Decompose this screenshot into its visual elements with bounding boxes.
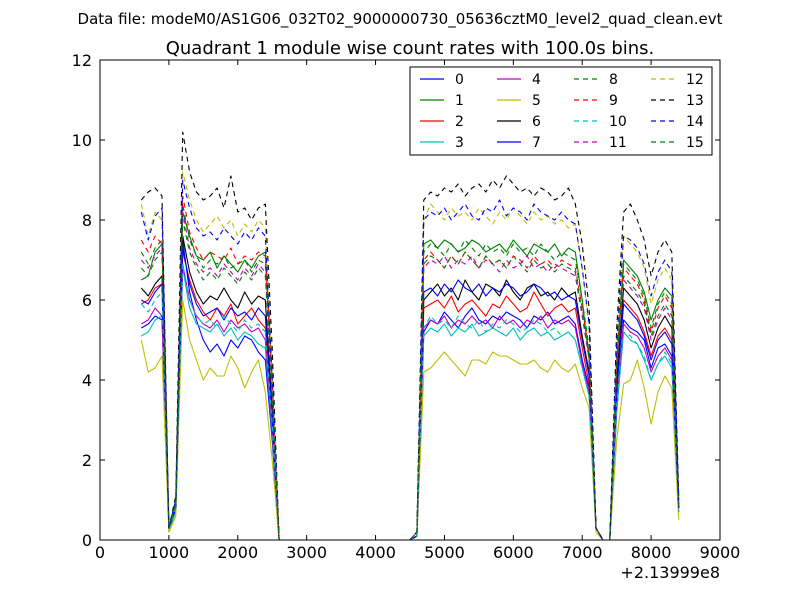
- y-tick-label: 0: [82, 531, 92, 550]
- legend-label-6: 6: [532, 114, 541, 130]
- legend-label-10: 10: [609, 114, 627, 130]
- x-tick-label: 3000: [286, 543, 327, 562]
- x-tick-label: 0: [95, 543, 105, 562]
- legend-label-4: 4: [532, 72, 541, 88]
- y-tick-label: 2: [82, 451, 92, 470]
- legend-label-5: 5: [532, 93, 541, 109]
- legend-label-9: 9: [609, 93, 618, 109]
- legend-label-2: 2: [455, 114, 464, 130]
- x-tick-label: 1000: [149, 543, 190, 562]
- legend-label-14: 14: [686, 114, 704, 130]
- legend-label-3: 3: [455, 135, 464, 151]
- x-tick-label: 4000: [355, 543, 396, 562]
- suptitle: Data file: modeM0/AS1G06_032T02_90000007…: [78, 10, 723, 29]
- axis-ticks: 0 1000 2000 3000 4000 5000 6000 7000 8000 9000 0 2 4…: [72, 51, 741, 562]
- y-tick-label: 4: [82, 371, 92, 390]
- x-tick-label: 2000: [217, 543, 258, 562]
- legend-frame: [409, 66, 713, 156]
- y-tick-label: 12: [72, 51, 92, 70]
- x-offset-label: +2.13999e8: [620, 563, 720, 582]
- legend-label-1: 1: [455, 93, 464, 109]
- legend-label-8: 8: [609, 72, 618, 88]
- legend-label-12: 12: [686, 72, 704, 88]
- legend-label-0: 0: [455, 72, 464, 88]
- legend-label-11: 11: [609, 135, 627, 151]
- x-tick-label: 8000: [631, 543, 672, 562]
- x-tick-label: 7000: [562, 543, 603, 562]
- chart-title: Quadrant 1 module wise count rates with …: [166, 38, 655, 59]
- legend-label-15: 15: [686, 135, 704, 151]
- legend-label-7: 7: [532, 135, 541, 151]
- y-tick-label: 6: [82, 291, 92, 310]
- x-tick-label: 6000: [493, 543, 534, 562]
- legend-label-13: 13: [686, 93, 704, 109]
- series-line-15: [140, 219, 680, 541]
- y-tick-label: 10: [72, 131, 92, 150]
- x-tick-label: 5000: [424, 543, 465, 562]
- y-tick-label: 8: [82, 211, 92, 230]
- x-tick-label: 9000: [700, 543, 741, 562]
